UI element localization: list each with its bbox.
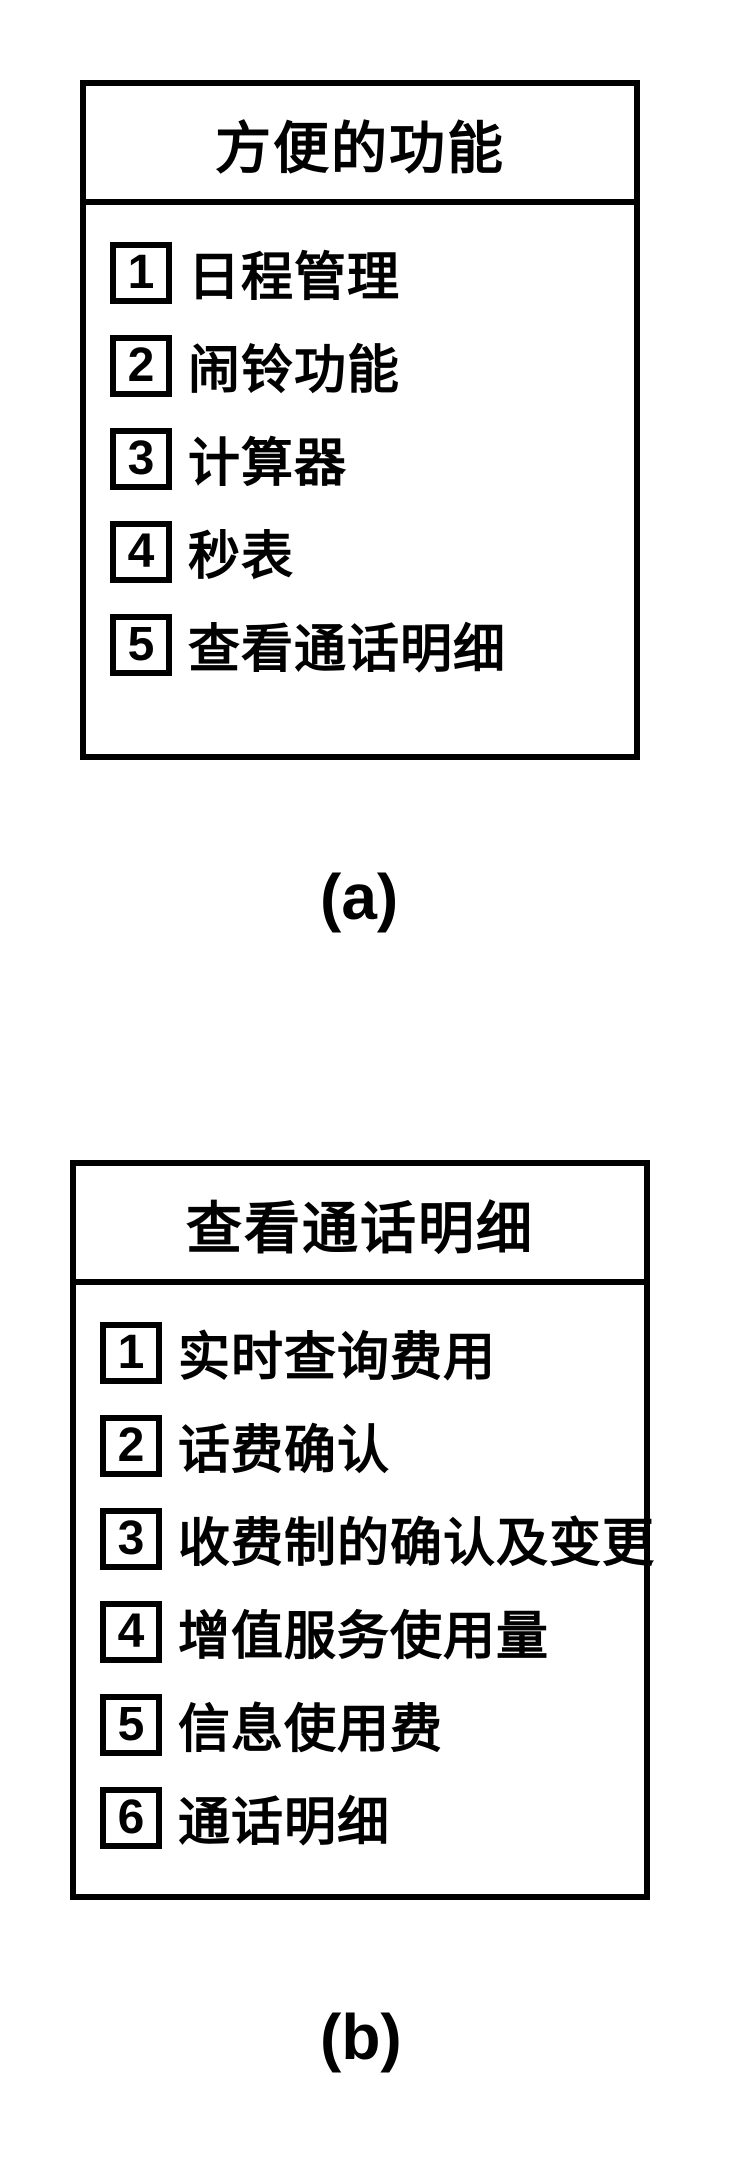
- menu-item[interactable]: 3 收费制的确认及变更: [100, 1501, 624, 1576]
- item-label: 日程管理: [188, 235, 400, 310]
- item-label: 话费确认: [178, 1408, 390, 1483]
- item-label: 闹铃功能: [188, 328, 400, 403]
- menu-item[interactable]: 3 计算器: [110, 421, 614, 496]
- menu-box-b: 查看通话明细 1 实时查询费用 2 话费确认 3 收费制的确认及变更 4 增值服…: [70, 1160, 650, 1900]
- item-number-icon: 1: [100, 1322, 162, 1384]
- menu-box-a: 方便的功能 1 日程管理 2 闹铃功能 3 计算器 4 秒表 5 查看通话明细: [80, 80, 640, 760]
- item-number-icon: 3: [110, 428, 172, 490]
- menu-items-a: 1 日程管理 2 闹铃功能 3 计算器 4 秒表 5 查看通话明细: [86, 205, 634, 720]
- menu-title-a: 方便的功能: [86, 86, 634, 205]
- item-number-icon: 5: [100, 1694, 162, 1756]
- item-label: 查看通话明细: [188, 607, 506, 682]
- item-label: 实时查询费用: [178, 1315, 496, 1390]
- item-label: 收费制的确认及变更: [178, 1501, 655, 1576]
- caption-b: (b): [320, 2000, 402, 2074]
- menu-item[interactable]: 2 闹铃功能: [110, 328, 614, 403]
- item-number-icon: 4: [110, 521, 172, 583]
- menu-item[interactable]: 5 信息使用费: [100, 1687, 624, 1762]
- menu-items-b: 1 实时查询费用 2 话费确认 3 收费制的确认及变更 4 增值服务使用量 5 …: [76, 1285, 644, 1893]
- menu-item[interactable]: 4 秒表: [110, 514, 614, 589]
- item-label: 信息使用费: [178, 1687, 443, 1762]
- item-number-icon: 2: [110, 335, 172, 397]
- menu-item[interactable]: 6 通话明细: [100, 1780, 624, 1855]
- menu-item[interactable]: 1 日程管理: [110, 235, 614, 310]
- item-number-icon: 4: [100, 1601, 162, 1663]
- item-number-icon: 5: [110, 614, 172, 676]
- item-number-icon: 3: [100, 1508, 162, 1570]
- menu-title-b: 查看通话明细: [76, 1166, 644, 1285]
- item-number-icon: 2: [100, 1415, 162, 1477]
- item-number-icon: 6: [100, 1787, 162, 1849]
- menu-item[interactable]: 2 话费确认: [100, 1408, 624, 1483]
- item-number-icon: 1: [110, 242, 172, 304]
- menu-item[interactable]: 4 增值服务使用量: [100, 1594, 624, 1669]
- item-label: 计算器: [188, 421, 347, 496]
- menu-item[interactable]: 5 查看通话明细: [110, 607, 614, 682]
- item-label: 通话明细: [178, 1780, 390, 1855]
- caption-a: (a): [320, 860, 398, 934]
- item-label: 秒表: [188, 514, 294, 589]
- item-label: 增值服务使用量: [178, 1594, 549, 1669]
- menu-item[interactable]: 1 实时查询费用: [100, 1315, 624, 1390]
